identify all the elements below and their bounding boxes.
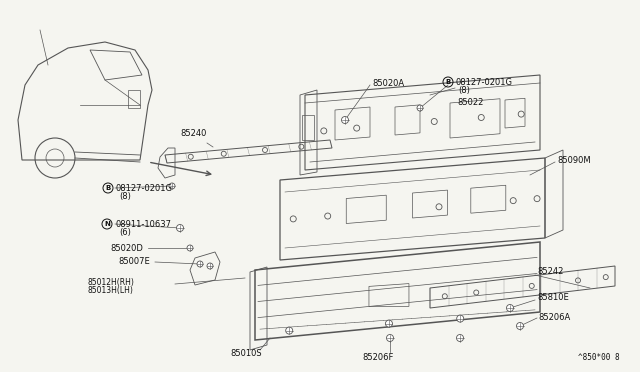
Text: 85206F: 85206F [362,353,394,362]
Circle shape [197,261,203,267]
Text: B: B [445,79,451,85]
Circle shape [457,315,464,322]
Circle shape [417,105,423,111]
Circle shape [177,224,184,231]
Text: 85240: 85240 [180,128,206,138]
Text: 85013H(LH): 85013H(LH) [88,285,134,295]
Circle shape [207,263,213,269]
Text: 85012H(RH): 85012H(RH) [88,278,135,286]
Text: 85020D: 85020D [110,244,143,253]
Text: 85810E: 85810E [537,294,569,302]
Text: 08127-0201G: 08127-0201G [455,77,512,87]
Text: 08127-0201G: 08127-0201G [116,183,173,192]
Text: 85010S: 85010S [230,349,262,357]
Text: (8): (8) [119,192,131,201]
Text: B: B [106,185,111,191]
Circle shape [387,334,394,341]
Circle shape [169,183,175,189]
Text: N: N [104,221,110,227]
Circle shape [285,327,292,334]
Circle shape [187,245,193,251]
Circle shape [516,323,524,330]
Text: 85022: 85022 [457,97,483,106]
Text: (8): (8) [458,86,470,94]
Circle shape [385,320,392,327]
Text: 85020A: 85020A [372,78,404,87]
Circle shape [342,116,349,124]
Text: 85007E: 85007E [118,257,150,266]
Text: 08911-10637: 08911-10637 [116,219,172,228]
Text: 85206A: 85206A [538,312,570,321]
Text: 85242: 85242 [537,267,563,276]
Circle shape [456,334,463,341]
Bar [302,115,314,140]
Text: 85090M: 85090M [557,155,591,164]
Text: (6): (6) [119,228,131,237]
Text: ^850*00 8: ^850*00 8 [579,353,620,362]
Bar [128,90,140,108]
Circle shape [506,305,513,311]
